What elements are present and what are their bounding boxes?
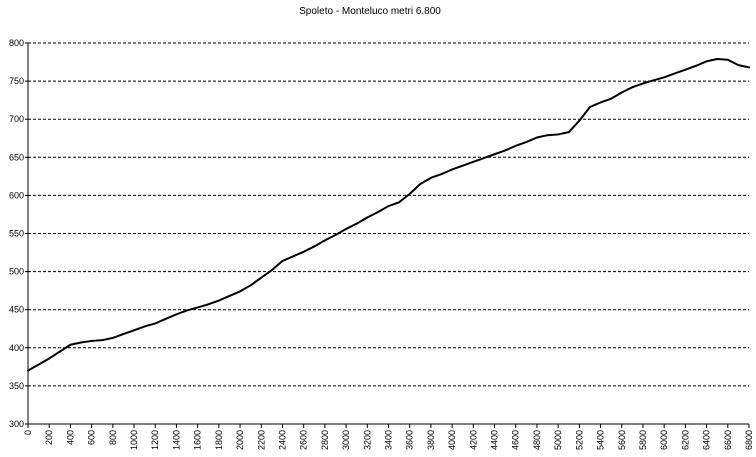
x-tick-label-3400: 3400 [384, 430, 394, 450]
x-tick-label-5600: 5600 [617, 430, 627, 450]
x-tick-label-5800: 5800 [638, 430, 648, 450]
x-tick-label-6400: 6400 [702, 430, 712, 450]
y-tick-label-500: 500 [9, 267, 24, 277]
x-tick-label-5400: 5400 [596, 430, 606, 450]
tick-labels: 300 350 400 450 500 550 600 650 700 750 800 0 200 400… [9, 38, 754, 450]
y-tick-label-550: 550 [9, 229, 24, 239]
y-tick-label-450: 450 [9, 305, 24, 315]
x-tick-label-400: 400 [65, 430, 75, 445]
x-tick-label-0: 0 [23, 430, 33, 435]
x-tick-label-1200: 1200 [150, 430, 160, 450]
x-tick-label-4000: 4000 [447, 430, 457, 450]
x-tick-label-3200: 3200 [362, 430, 372, 450]
x-tick-label-5000: 5000 [553, 430, 563, 450]
x-tick-label-800: 800 [108, 430, 118, 445]
x-tick-label-1400: 1400 [171, 430, 181, 450]
gridlines [28, 42, 749, 387]
x-tick-label-4600: 4600 [511, 430, 521, 450]
x-tick-label-5200: 5200 [574, 430, 584, 450]
y-tick-label-750: 750 [9, 76, 24, 86]
x-tick-label-6600: 6600 [723, 430, 733, 450]
x-tick-label-4800: 4800 [532, 430, 542, 450]
x-tick-label-6000: 6000 [659, 430, 669, 450]
x-tick-label-4200: 4200 [468, 430, 478, 450]
y-tick-label-300: 300 [9, 419, 24, 429]
x-tick-label-2600: 2600 [299, 430, 309, 450]
chart-title: Spoleto - Monteluco metri 6.800 [299, 6, 441, 17]
y-tick-label-400: 400 [9, 343, 24, 353]
axes [25, 42, 750, 428]
x-tick-label-4400: 4400 [490, 430, 500, 450]
y-tick-label-350: 350 [9, 381, 24, 391]
x-tick-label-6800: 6800 [744, 430, 754, 450]
x-tick-label-1600: 1600 [193, 430, 203, 450]
x-tick-label-1800: 1800 [214, 430, 224, 450]
series-line-0 [27, 58, 750, 372]
y-tick-label-600: 600 [9, 190, 24, 200]
x-tick-label-2800: 2800 [320, 430, 330, 450]
x-tick-label-2200: 2200 [256, 430, 266, 450]
x-tick-label-2000: 2000 [235, 430, 245, 450]
y-tick-label-800: 800 [9, 38, 24, 48]
x-tick-label-200: 200 [44, 430, 54, 445]
x-tick-label-600: 600 [87, 430, 97, 445]
x-tick-label-6200: 6200 [680, 430, 690, 450]
x-tick-label-3600: 3600 [405, 430, 415, 450]
x-tick-label-1000: 1000 [129, 430, 139, 450]
x-tick-label-3000: 3000 [341, 430, 351, 450]
y-tick-label-650: 650 [9, 152, 24, 162]
y-tick-label-700: 700 [9, 114, 24, 124]
x-tick-label-3800: 3800 [426, 430, 436, 450]
x-tick-label-2400: 2400 [277, 430, 287, 450]
series-layer [27, 58, 750, 372]
